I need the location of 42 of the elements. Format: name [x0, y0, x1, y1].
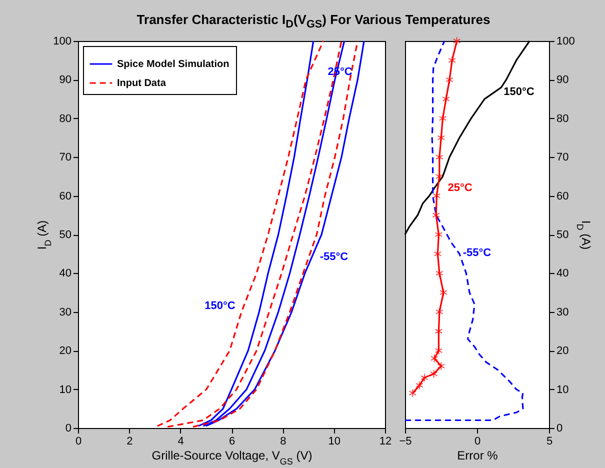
- x-tick-label: −5: [399, 436, 412, 448]
- y2-tick-label: 0: [556, 422, 563, 434]
- x-tick-label: 12: [379, 436, 392, 448]
- legend-label: Spice Model Simulation: [117, 59, 230, 70]
- y-tick-label: 60: [59, 190, 72, 202]
- series-label: -55°C: [462, 247, 492, 259]
- y-tick-label: 90: [59, 74, 72, 86]
- y-tick-label: 30: [59, 306, 72, 318]
- series-label: 150°C: [504, 86, 534, 98]
- y2-tick-label: 40: [556, 268, 569, 280]
- y-tick-label: 10: [59, 384, 72, 396]
- y2-tick-label: 20: [556, 345, 569, 358]
- y-tick-label: 20: [59, 345, 72, 358]
- y-tick-label: 0: [65, 422, 72, 434]
- y2-tick-label: 100: [556, 36, 575, 48]
- y2-tick-label: 30: [556, 306, 569, 318]
- x-tick-label: 0: [474, 436, 481, 448]
- x-tick-label: 6: [228, 436, 236, 448]
- annotation: -55°C: [320, 251, 348, 263]
- y-tick-label: 80: [59, 112, 72, 125]
- x-tick-label: 0: [75, 436, 82, 448]
- y2-tick-label: 10: [556, 384, 569, 396]
- series-label: 25°C: [448, 182, 472, 194]
- y-tick-label: 70: [59, 152, 72, 164]
- legend-label: Input Data: [117, 78, 166, 89]
- y2-tick-label: 70: [556, 152, 569, 164]
- y-tick-label: 100: [53, 36, 72, 48]
- x-axis-title: Grille-Source Voltage, V$_{GS}$ (V): [152, 448, 312, 466]
- x-tick-label: 10: [328, 436, 340, 448]
- x-tick-label: 5: [546, 436, 553, 448]
- y2-tick-label: 50: [556, 229, 569, 241]
- chart-title: Transfer Characteristic I$_{D}$(V$_{GS}$) For Various Temperatures: [136, 12, 492, 31]
- x-axis-title: Error %: [457, 448, 498, 462]
- x-tick-label: 4: [178, 436, 184, 448]
- annotation: 150°C: [204, 300, 236, 312]
- y2-tick-label: 80: [556, 112, 569, 125]
- y2-tick-label: 60: [556, 190, 569, 202]
- y2-tick-label: 90: [556, 74, 569, 86]
- x-tick-label: 2: [126, 436, 133, 448]
- y-tick-label: 40: [59, 268, 72, 280]
- x-tick-label: 8: [280, 436, 286, 448]
- y-tick-label: 50: [59, 229, 72, 241]
